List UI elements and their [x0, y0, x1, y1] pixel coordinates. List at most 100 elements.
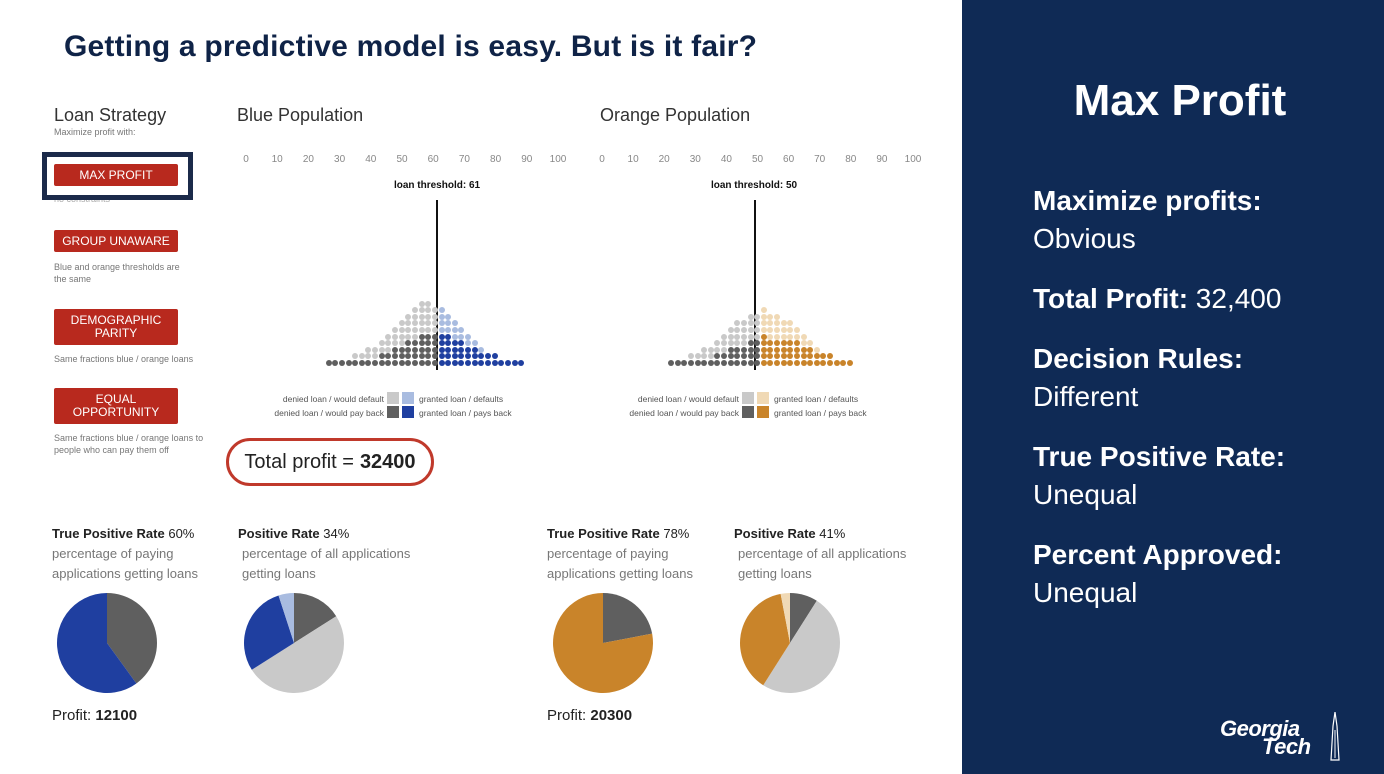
score-dot [767, 360, 774, 366]
axis-tick: 90 [521, 154, 533, 165]
score-dot [518, 360, 525, 366]
score-dot [787, 340, 794, 347]
score-dot [378, 360, 385, 366]
orange-threshold-label: loan threshold: 50 [710, 180, 798, 191]
score-dot [740, 333, 747, 340]
score-dot [793, 360, 800, 366]
score-dot [754, 353, 761, 360]
orange-pr-title: Positive Rate 41% [734, 526, 846, 541]
score-dot [411, 313, 418, 320]
score-dot [445, 340, 452, 347]
score-dot [754, 313, 761, 320]
score-dot [445, 346, 452, 353]
score-dot [780, 327, 787, 333]
score-dot [411, 307, 418, 314]
pie-slice [278, 593, 294, 643]
axis-tick: 70 [814, 154, 826, 165]
score-dot [727, 333, 734, 340]
legend-denied-payback: denied loan / would pay back [274, 408, 384, 418]
score-dot [668, 360, 675, 366]
score-dot [431, 346, 438, 353]
panel-item-total-profit: Total Profit: 32,400 [1033, 283, 1282, 314]
score-dot [787, 353, 794, 360]
score-dot [734, 346, 741, 353]
score-dot [398, 340, 405, 347]
orange-profit: Profit: 20300 [547, 707, 633, 724]
score-dot [411, 360, 418, 366]
score-dot [365, 353, 372, 360]
orange-population-title: Orange Population [600, 105, 751, 125]
orange-tpr-desc: percentage of paying applications gettin… [547, 546, 693, 581]
score-dot [727, 327, 734, 333]
score-dot [425, 307, 432, 314]
blue-tpr-title: True Positive Rate 60% [52, 526, 195, 541]
score-dot [398, 360, 405, 366]
orange-tpr-title: True Positive Rate 78% [547, 526, 690, 541]
legend-swatch-denied-default [387, 392, 399, 404]
score-dot [701, 353, 708, 360]
score-dot [431, 360, 438, 366]
strategy-subtitle: Maximize profit with: [54, 127, 136, 137]
score-dot [504, 360, 511, 366]
score-dot [734, 360, 741, 366]
score-dot [688, 360, 695, 366]
score-dot [747, 333, 754, 340]
score-dot [438, 340, 445, 347]
score-dot [760, 327, 767, 333]
score-dot [392, 353, 399, 360]
score-dot [405, 353, 412, 360]
blue-population-title: Blue Population [237, 105, 364, 125]
max-profit-button[interactable]: MAX PROFIT [54, 164, 178, 186]
score-dot [451, 340, 458, 347]
pie-slice [553, 593, 653, 693]
group-unaware-button[interactable]: GROUP UNAWARE [54, 230, 178, 252]
score-dot [425, 327, 432, 333]
score-dot [398, 327, 405, 333]
score-dot [398, 346, 405, 353]
axis-tick: 80 [845, 154, 857, 165]
axis-tick: 0 [243, 154, 249, 165]
score-dot [451, 333, 458, 340]
score-dot [754, 340, 761, 347]
score-dot [418, 346, 425, 353]
demographic-parity-button[interactable]: DEMOGRAPHIC PARITY [54, 309, 178, 345]
score-dot [325, 360, 332, 366]
score-dot [458, 353, 465, 360]
score-dot [438, 307, 445, 314]
score-dot [840, 360, 847, 366]
score-dot [398, 333, 405, 340]
score-dot [438, 360, 445, 366]
score-dot [787, 320, 794, 327]
score-dot [385, 340, 392, 347]
score-dot [405, 320, 412, 327]
legend-swatch-denied-default [742, 392, 754, 404]
legend-denied-payback: denied loan / would pay back [629, 408, 739, 418]
score-dot [451, 320, 458, 327]
blue-threshold-line[interactable] [436, 200, 438, 370]
score-dot [431, 307, 438, 314]
legend-granted-payback: granted loan / pays back [774, 408, 867, 418]
score-dot [754, 327, 761, 333]
score-dot [760, 353, 767, 360]
score-dot [431, 353, 438, 360]
score-dot [740, 353, 747, 360]
score-dot [445, 313, 452, 320]
score-dot [780, 353, 787, 360]
orange-threshold-line[interactable] [754, 200, 756, 370]
pie-slice [763, 600, 840, 693]
score-dot [681, 360, 688, 366]
score-dot [780, 320, 787, 327]
score-dot [445, 327, 452, 333]
score-dot [721, 346, 728, 353]
score-dot [471, 340, 478, 347]
total-profit-value: 32400 [359, 450, 416, 473]
demographic-parity-desc: Same fractions blue / orange loans [54, 354, 194, 364]
pie-slice [294, 593, 337, 643]
orange-pr-value: 41% [819, 526, 846, 541]
score-dot [418, 313, 425, 320]
score-dot [438, 353, 445, 360]
score-dot [431, 327, 438, 333]
equal-opportunity-button[interactable]: EQUAL OPPORTUNITY [54, 388, 178, 424]
score-dot [813, 346, 820, 353]
group-unaware-desc: Blue and orange thresholds are the same [54, 262, 180, 284]
